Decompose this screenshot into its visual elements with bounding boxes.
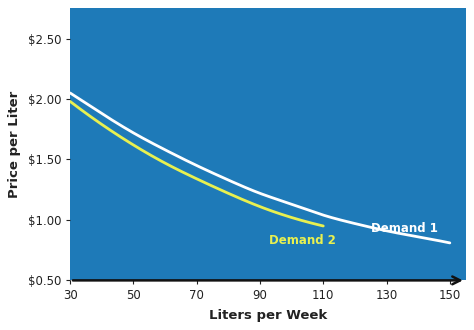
Text: Demand 2: Demand 2	[270, 234, 337, 247]
Text: Demand 1: Demand 1	[371, 222, 438, 235]
X-axis label: Liters per Week: Liters per Week	[209, 309, 327, 322]
FancyBboxPatch shape	[70, 8, 465, 280]
Y-axis label: Price per Liter: Price per Liter	[9, 91, 21, 198]
